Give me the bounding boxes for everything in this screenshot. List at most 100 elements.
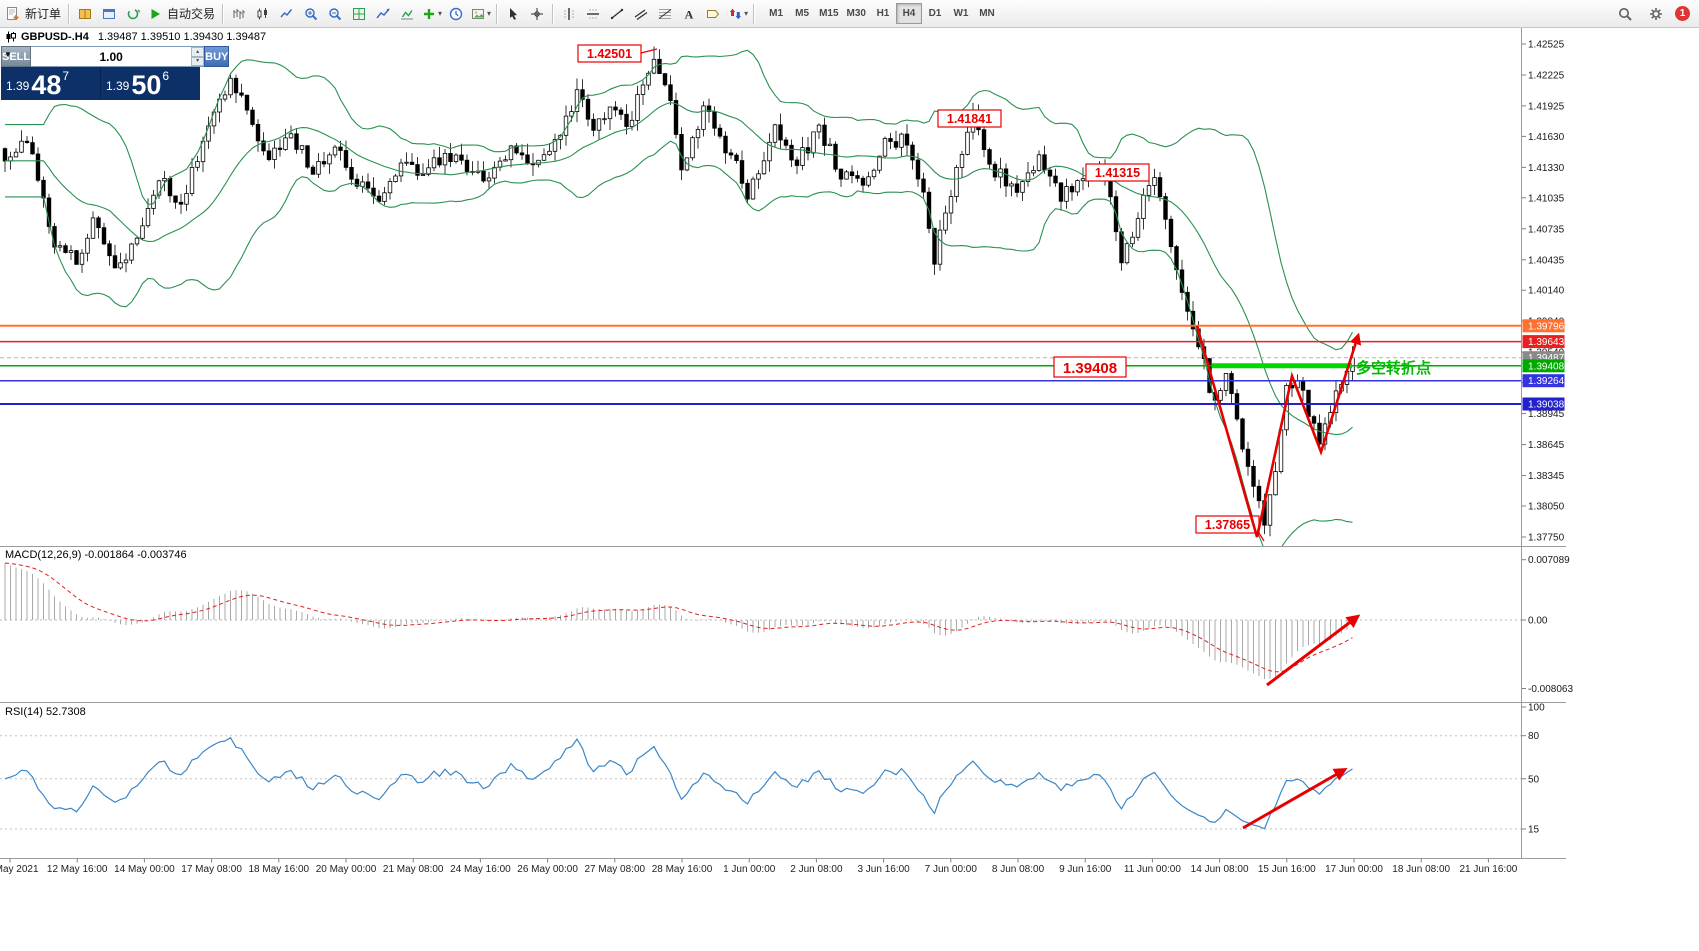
price-callout[interactable]: 1.39408 xyxy=(1053,356,1127,378)
candle xyxy=(1179,259,1185,300)
market-watch-icon xyxy=(101,6,117,22)
candle xyxy=(1069,183,1075,201)
zoom-out-button[interactable] xyxy=(323,2,347,26)
zoom-in-button[interactable] xyxy=(299,2,323,26)
svg-text:1.38345: 1.38345 xyxy=(1528,471,1565,482)
candle xyxy=(74,250,79,265)
buy-button[interactable]: BUY xyxy=(204,46,230,67)
periods-button[interactable] xyxy=(444,2,468,26)
candle xyxy=(1080,167,1086,191)
settings-button[interactable] xyxy=(1644,2,1668,26)
rsi-trend-arrow[interactable] xyxy=(1242,767,1348,830)
text-button[interactable]: A xyxy=(677,2,701,26)
candle xyxy=(1053,168,1058,187)
candle xyxy=(1267,494,1273,537)
candle xyxy=(112,244,118,269)
timeframe-m1[interactable]: M1 xyxy=(763,3,789,24)
sell-price[interactable]: 1.39 48 7 xyxy=(1,67,101,100)
volume-decrease-button[interactable]: ▾ xyxy=(191,56,205,66)
timeframe-m15[interactable]: M15 xyxy=(815,3,842,24)
cursor-button[interactable] xyxy=(501,2,525,26)
candle xyxy=(310,164,316,175)
rsi-axis[interactable]: 100 80 50 15 xyxy=(1521,703,1546,836)
candlestick-chart-button[interactable] xyxy=(251,2,275,26)
new-order-button[interactable]: 新订单 xyxy=(3,2,65,26)
market-watch-button[interactable] xyxy=(97,2,121,26)
sell-button[interactable]: SELL xyxy=(1,46,32,67)
candle xyxy=(272,140,277,169)
svg-text:2 Jun 08:00: 2 Jun 08:00 xyxy=(790,864,843,875)
timeframe-m30[interactable]: M30 xyxy=(843,3,870,24)
svg-text:14 May 00:00: 14 May 00:00 xyxy=(114,864,175,875)
price-callout[interactable]: 1.41315 xyxy=(1085,163,1150,182)
volume-input[interactable] xyxy=(31,47,192,66)
time-axis[interactable]: 11 May 2021 12 May 16:00 14 May 00:00 17 Ma… xyxy=(0,858,1518,876)
svg-text:1.40735: 1.40735 xyxy=(1528,224,1565,235)
timeframe-w1[interactable]: W1 xyxy=(948,3,974,24)
candle xyxy=(96,215,101,239)
candle xyxy=(778,113,783,149)
svg-text:1.39038: 1.39038 xyxy=(1528,400,1565,411)
trendline-button[interactable] xyxy=(605,2,629,26)
horizontal-line-button[interactable] xyxy=(581,2,605,26)
indicators-button[interactable] xyxy=(371,2,395,26)
one-click-menu-button[interactable]: ▼ xyxy=(4,50,12,59)
candle xyxy=(316,153,321,178)
timeframe-h1[interactable]: H1 xyxy=(870,3,896,24)
templates-button[interactable]: ▾ xyxy=(468,2,493,26)
candle xyxy=(959,150,965,178)
tile-windows-button[interactable] xyxy=(347,2,371,26)
candle xyxy=(1234,389,1240,422)
candle xyxy=(1168,215,1174,253)
candle xyxy=(1251,460,1256,498)
candle xyxy=(723,131,728,164)
channel-button[interactable] xyxy=(629,2,653,26)
candle xyxy=(580,79,585,108)
timeframe-d1[interactable]: D1 xyxy=(922,3,948,24)
turning-point-label[interactable]: 多空转折点 xyxy=(1356,359,1431,377)
trend-zigzag-arrow[interactable] xyxy=(1195,325,1362,538)
svg-text:1.42525: 1.42525 xyxy=(1528,40,1565,51)
macd-trend-arrow[interactable] xyxy=(1266,614,1361,687)
candle xyxy=(228,74,233,98)
autotrading-button[interactable]: 自动交易 xyxy=(145,2,219,26)
price-callout[interactable]: 1.42501 xyxy=(577,44,658,63)
timeframe-m5[interactable]: M5 xyxy=(789,3,815,24)
arrows-button[interactable]: ▾ xyxy=(725,2,750,26)
label-button[interactable] xyxy=(701,2,725,26)
candle xyxy=(123,253,129,273)
search-button[interactable] xyxy=(1613,2,1637,26)
metaeditor-button[interactable] xyxy=(73,2,97,26)
candle xyxy=(1064,178,1069,209)
timeframe-mn[interactable]: MN xyxy=(974,3,1000,24)
candle xyxy=(1152,168,1157,195)
vertical-line-button[interactable] xyxy=(557,2,581,26)
notification-badge[interactable]: 1 xyxy=(1675,6,1690,21)
line-chart-button[interactable] xyxy=(275,2,299,26)
candle xyxy=(734,152,739,164)
price-callout[interactable]: 1.41841 xyxy=(937,109,1002,128)
fibonacci-icon xyxy=(657,6,673,22)
bar-chart-button[interactable] xyxy=(227,2,251,26)
macd-axis[interactable]: 0.007089 0.00 -0.008063 xyxy=(1521,555,1574,695)
candle xyxy=(1130,231,1135,248)
candle xyxy=(673,92,679,139)
candle xyxy=(756,170,761,189)
fibonacci-button[interactable] xyxy=(653,2,677,26)
candle xyxy=(239,83,244,98)
add-indicator-button[interactable]: ▾ xyxy=(419,2,444,26)
buy-price[interactable]: 1.39 50 6 xyxy=(101,67,200,100)
volume-increase-button[interactable]: ▴ xyxy=(191,47,205,57)
price-axis[interactable]: 1.42525 1.42225 1.41925 1.41630 1.41330 1.410… xyxy=(1521,40,1565,544)
objects-button[interactable] xyxy=(395,2,419,26)
timeframe-h4[interactable]: H4 xyxy=(895,3,922,24)
toolbar-divider xyxy=(222,3,225,24)
candle xyxy=(332,144,338,158)
refresh-button[interactable] xyxy=(121,2,145,26)
templates-icon xyxy=(470,6,486,22)
crosshair-button[interactable] xyxy=(525,2,549,26)
toolbar-divider xyxy=(68,3,71,24)
svg-text:7 Jun 00:00: 7 Jun 00:00 xyxy=(925,864,978,875)
one-click-price-row: 1.39 48 7 1.39 50 6 xyxy=(1,67,200,100)
